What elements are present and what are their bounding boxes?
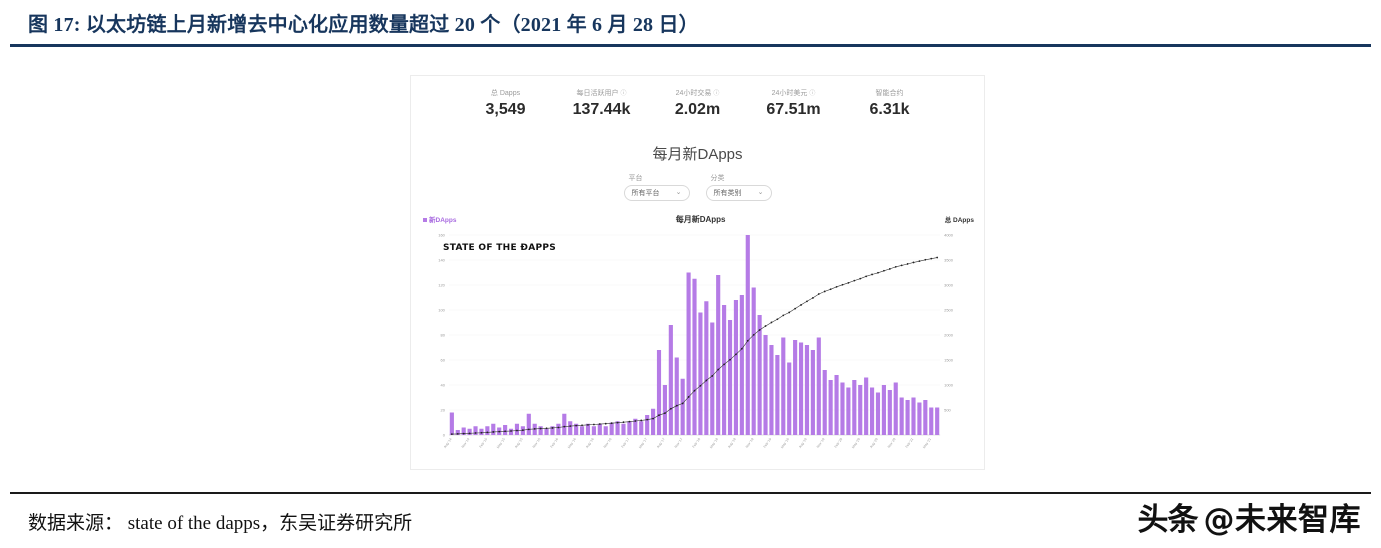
svg-text:May '17: May '17 bbox=[638, 437, 648, 449]
stat-label: 24小时美元 bbox=[771, 90, 808, 97]
svg-text:Feb '19: Feb '19 bbox=[763, 437, 773, 449]
svg-text:Feb '18: Feb '18 bbox=[692, 437, 702, 449]
svg-text:May '18: May '18 bbox=[709, 437, 719, 449]
chart-header: 新DApps 每月新DApps 总 DApps bbox=[423, 214, 974, 225]
platform-filter: 平台 所有平台 ⌄ bbox=[623, 173, 690, 201]
category-filter: 分类 所有类别 ⌄ bbox=[705, 173, 772, 201]
figure-caption: 图 17: 以太坊链上月新增去中心化应用数量超过 20 个（2021 年 6 月… bbox=[28, 14, 699, 36]
svg-text:May '15: May '15 bbox=[496, 437, 506, 449]
svg-text:500: 500 bbox=[944, 407, 951, 412]
svg-text:100: 100 bbox=[438, 307, 445, 312]
svg-text:Feb '15: Feb '15 bbox=[479, 437, 489, 449]
chart-title: 每月新DApps bbox=[675, 215, 726, 224]
svg-text:Feb '16: Feb '16 bbox=[550, 437, 560, 449]
svg-text:Nov '14: Nov '14 bbox=[461, 437, 471, 449]
svg-text:Feb '21: Feb '21 bbox=[905, 437, 915, 449]
platform-filter-label: 平台 bbox=[628, 175, 643, 182]
stat-total-dapps: 总 Dapps 3,549 bbox=[470, 88, 542, 119]
platform-select[interactable]: 所有平台 ⌄ bbox=[623, 185, 690, 201]
svg-text:2500: 2500 bbox=[944, 307, 954, 312]
svg-text:60: 60 bbox=[440, 357, 445, 362]
info-icon[interactable]: ⓘ bbox=[620, 91, 627, 97]
chevron-down-icon: ⌄ bbox=[757, 189, 764, 196]
svg-text:Aug '16: Aug '16 bbox=[585, 437, 595, 449]
stat-value: 137.44k bbox=[572, 101, 631, 118]
category-select-value: 所有类别 bbox=[713, 190, 742, 197]
category-filter-label: 分类 bbox=[710, 175, 725, 182]
section-title: 每月新DApps bbox=[652, 146, 743, 163]
svg-text:0: 0 bbox=[443, 432, 446, 437]
state-of-the-dapps-logo: STATE OF THE ÐAPPS bbox=[443, 243, 557, 253]
svg-text:80: 80 bbox=[440, 332, 445, 337]
watermark-handle: @未来智库 bbox=[1203, 502, 1361, 538]
svg-text:4000: 4000 bbox=[944, 232, 954, 237]
info-icon[interactable]: ⓘ bbox=[713, 91, 720, 97]
stat-label: 总 Dapps bbox=[490, 90, 521, 97]
stat-value: 6.31k bbox=[869, 101, 910, 118]
svg-text:Feb '17: Feb '17 bbox=[621, 437, 631, 449]
svg-text:20: 20 bbox=[440, 407, 445, 412]
source-note: 数据来源： state of the dapps，东吴证券研究所 bbox=[28, 513, 413, 534]
stat-label: 智能合约 bbox=[875, 90, 904, 97]
legend-new-dapps: 新DApps bbox=[423, 214, 456, 224]
toutiao-logo: 头条 bbox=[1137, 502, 1199, 538]
stat-value: 2.02m bbox=[674, 101, 721, 118]
legend-total-dapps: 总 DApps bbox=[944, 217, 974, 224]
platform-select-value: 所有平台 bbox=[631, 190, 660, 197]
filters-row: 平台 所有平台 ⌄ 分类 所有类别 ⌄ bbox=[411, 173, 984, 201]
figure-header: 图 17: 以太坊链上月新增去中心化应用数量超过 20 个（2021 年 6 月… bbox=[0, 0, 1381, 37]
svg-text:May '19: May '19 bbox=[780, 437, 790, 449]
svg-text:Nov '20: Nov '20 bbox=[887, 437, 897, 449]
svg-text:Aug '18: Aug '18 bbox=[727, 437, 737, 449]
svg-text:1000: 1000 bbox=[944, 382, 954, 387]
footer-rule bbox=[10, 492, 1371, 494]
svg-text:Nov '17: Nov '17 bbox=[674, 437, 684, 449]
dapps-site-screenshot: 总 Dapps 3,549 每日活跃用户 ⓘ 137.44k 24小时交易 ⓘ … bbox=[410, 75, 985, 470]
svg-text:Feb '20: Feb '20 bbox=[834, 437, 844, 449]
stat-value: 67.51m bbox=[766, 101, 821, 118]
svg-text:Aug '14: Aug '14 bbox=[443, 437, 453, 449]
svg-text:2000: 2000 bbox=[944, 332, 954, 337]
svg-text:3500: 3500 bbox=[944, 257, 954, 262]
svg-text:May '16: May '16 bbox=[567, 437, 577, 449]
stats-row: 总 Dapps 3,549 每日活跃用户 ⓘ 137.44k 24小时交易 ⓘ … bbox=[411, 76, 984, 119]
svg-text:Aug '17: Aug '17 bbox=[656, 437, 666, 449]
stat-label: 24小时交易 bbox=[675, 90, 712, 97]
category-select[interactable]: 所有类别 ⌄ bbox=[705, 185, 772, 201]
svg-text:Nov '16: Nov '16 bbox=[603, 437, 613, 449]
stat-daily-active-users: 每日活跃用户 ⓘ 137.44k bbox=[566, 88, 638, 119]
caption-rule bbox=[10, 44, 1371, 47]
chevron-down-icon: ⌄ bbox=[675, 189, 682, 196]
svg-text:Aug '19: Aug '19 bbox=[798, 437, 808, 449]
legend-swatch-icon bbox=[423, 218, 427, 222]
chart-svg: 500 1000 1500 2000 2500 3000 3500 4000 0 20 40 60 80… bbox=[438, 232, 954, 449]
svg-text:Aug '20: Aug '20 bbox=[869, 437, 879, 449]
svg-text:1500: 1500 bbox=[944, 357, 954, 362]
stat-smart-contracts: 智能合约 6.31k bbox=[854, 88, 926, 119]
svg-text:40: 40 bbox=[440, 382, 445, 387]
svg-text:3000: 3000 bbox=[944, 282, 954, 287]
stat-24h-volume-usd: 24小时美元 ⓘ 67.51m bbox=[758, 88, 830, 119]
stat-24h-transactions: 24小时交易 ⓘ 2.02m bbox=[662, 88, 734, 119]
toutiao-watermark: 头条 @未来智库 bbox=[1138, 494, 1362, 539]
svg-text:May '21: May '21 bbox=[922, 437, 932, 449]
info-icon[interactable]: ⓘ bbox=[809, 91, 816, 97]
plot-area: STATE OF THE ÐAPPS 500 1000 1500 2000 2500 30… bbox=[419, 227, 976, 467]
svg-text:160: 160 bbox=[438, 232, 445, 237]
svg-text:Nov '19: Nov '19 bbox=[816, 437, 826, 449]
svg-text:Aug '15: Aug '15 bbox=[514, 437, 524, 449]
svg-text:140: 140 bbox=[438, 257, 445, 262]
svg-text:Nov '15: Nov '15 bbox=[532, 437, 542, 449]
svg-text:Nov '18: Nov '18 bbox=[745, 437, 755, 449]
stat-value: 3,549 bbox=[485, 101, 526, 118]
stat-label: 每日活跃用户 bbox=[576, 90, 619, 97]
svg-text:120: 120 bbox=[438, 282, 445, 287]
svg-text:May '20: May '20 bbox=[851, 437, 861, 449]
